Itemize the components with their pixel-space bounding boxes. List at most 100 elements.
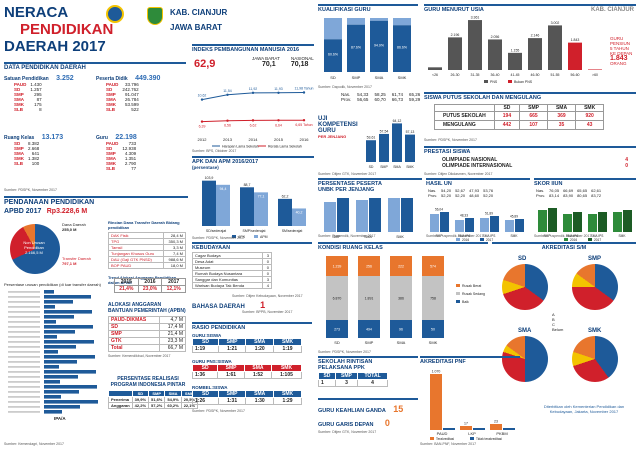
legend-2017-swatch xyxy=(480,238,484,241)
uji-section: Nas. 54,33 58,25 61,74 65,26 Prov. 56,65 60,70 6… xyxy=(318,92,420,169)
score-bar-2016 xyxy=(588,214,597,232)
score-bar-2017 xyxy=(548,208,557,232)
table-row: Prov. 83,14 83,90 80,65 83,72 xyxy=(534,193,603,198)
table-cell: Anggaran xyxy=(108,402,133,409)
kabupaten-name-placeholder xyxy=(8,356,40,358)
unbk-bar-2016 xyxy=(356,200,368,232)
apk-bar xyxy=(278,198,292,226)
uji-bar xyxy=(379,133,389,162)
table-header-row: SD SMP SMA SMK xyxy=(191,364,302,372)
table-row: SD 8.382 xyxy=(12,141,41,146)
apk-bar xyxy=(202,180,216,226)
kabupaten-bar xyxy=(44,350,58,354)
table-row: SMA 641 xyxy=(12,151,41,156)
table-header: SD xyxy=(191,364,219,372)
rasio-guru-siswa-table: SD SMP SMA SMK 1:19 1:21 1:20 1:19 xyxy=(192,338,302,353)
usia-cat: 31-35 xyxy=(471,73,480,77)
usia-note: GURU PENSIUN 5 TAHUN KE DEPAN 1.843 ORAN… xyxy=(610,36,632,66)
unbk-cat: SMP xyxy=(332,235,340,239)
table-cell: SMA xyxy=(106,97,116,102)
realisasi-table: SD SMP SMA SMK Penerima 39,9% 51,6% 54,9% 20,5% A… xyxy=(108,390,199,409)
kondisi-bar-segment xyxy=(326,320,348,338)
table-cell: SD xyxy=(14,141,21,146)
ruang-table: SD 8.382 SMP 2.668 SMA 641 SMK 1.382 SLB 100 xyxy=(12,141,41,166)
table-cell: 1:26 xyxy=(192,397,219,405)
alokasi-title: ALOKASI ANGGARAN xyxy=(108,302,162,308)
score-bar-2016 xyxy=(563,214,572,232)
table-cell: 1:61 xyxy=(217,371,245,379)
table-cell: 641 xyxy=(31,151,40,156)
kabupaten-bar xyxy=(44,365,59,369)
table-cell: 52,67 xyxy=(455,188,466,193)
kondisi-value: 758 xyxy=(430,297,436,301)
kondisi-bar-segment xyxy=(326,256,348,276)
table-cell: 733 xyxy=(128,141,137,146)
table-header: SD xyxy=(493,104,521,112)
year-label: 2013 xyxy=(223,137,233,142)
ipm-jabar-label: JAWA BARAT xyxy=(252,56,280,61)
usia-bar xyxy=(548,25,562,70)
apk-cat: SM/sederajat xyxy=(282,229,303,233)
table-header: SD xyxy=(192,390,219,398)
realisasi-title: PERSENTASE REALISASI xyxy=(117,376,179,382)
table-row: SMK 1.382 xyxy=(12,156,41,161)
table-cell: Total xyxy=(107,344,161,352)
pnf-bar-chart: 1.070 PAUD 17 LKP 23 PKBM Terakreditasi Tidak t… xyxy=(430,370,515,440)
garis-depan-row: GURU GARIS DEPAN 0 xyxy=(318,418,418,428)
prestasi-source: Sumber: Ditjen Dikdasmen, November 2017 xyxy=(424,172,493,176)
table-cell: 59,29 xyxy=(408,97,421,102)
rls-point xyxy=(251,119,255,122)
kabupaten-name-placeholder xyxy=(8,311,40,313)
table-cell: 66,7 M xyxy=(159,344,186,352)
akreditasi-legend: Belum xyxy=(552,327,564,332)
kabupaten-name-placeholder xyxy=(8,386,40,388)
skor-iiun-bar-chart: SMP SMA IPA SMA IPS SMK 2016 2017 xyxy=(538,208,632,242)
persentase-axis-label: IPA/A xyxy=(54,416,66,421)
usia-cat: <26 xyxy=(432,73,438,77)
kondisi-bar-segment xyxy=(390,320,412,338)
table-cell: 60,70 xyxy=(374,97,386,102)
alokasi-table: PAUD-DIKMAS 4,7 M SD 17,4 M SMP 21,4 M GTK 23,3… xyxy=(107,316,186,352)
rasio-sub1: GURU:SISWA xyxy=(192,333,222,338)
table-header: SMA xyxy=(245,338,275,346)
kualifikasi-cat: SMA xyxy=(375,75,384,80)
year-label: 2015 xyxy=(274,137,284,142)
table-cell: 23,3 M xyxy=(159,337,186,345)
table-cell: 665 xyxy=(519,111,548,121)
uji-bar xyxy=(392,123,402,162)
usia-bar xyxy=(568,42,582,70)
kebudayaan-table: Cagar Budaya 3 Desa Adat 0 Museum 0 Rumah Buda… xyxy=(192,252,273,289)
table-cell: 4 xyxy=(625,157,628,163)
table-cell: Nas. xyxy=(341,92,351,97)
rasio-rombel-siswa-table: SD SMP SMA SMK 1:26 1:31 1:30 1:29 xyxy=(192,390,302,405)
table-header: SMK xyxy=(273,390,302,398)
usia-bar xyxy=(428,67,442,70)
table-cell: OLIMPIADE INTERNASIONAL xyxy=(442,163,513,169)
kondisi-source: Sumber: PDSPK, November 2017 xyxy=(318,350,371,354)
pie-label2: Transfer Daerah xyxy=(62,256,91,261)
dana-value: 255,0 M xyxy=(62,227,77,232)
kualifikasi-section: KUALIFIKASI GURU 60.6% SD 87.6% SMP 94.9% SMA… xyxy=(318,4,418,86)
kondisi-section: KONDISI RUANG KELAS 1.239 6.870 273 SD 256 1.… xyxy=(318,242,488,354)
table-cell: SMA xyxy=(106,156,116,161)
table-cell: 77 xyxy=(131,166,137,171)
kondisi-value: 50 xyxy=(431,328,435,332)
table-row: SMP 2.668 xyxy=(12,146,41,151)
uji-title: UJI KOMPETENSI GURU PER JENJANG xyxy=(318,116,358,140)
uji-title-3: GURU xyxy=(318,128,336,134)
table-cell: 194 xyxy=(493,111,521,121)
hls-point xyxy=(251,91,255,95)
kabupaten-bar xyxy=(44,360,77,364)
keahlian-row: GURU KEAHLIAN GANDA 15 xyxy=(318,404,418,414)
table-cell: 12.938 xyxy=(122,146,137,151)
table-cell: 42,2% xyxy=(131,402,150,409)
uji-title-1: UJI xyxy=(318,116,328,122)
hls-label: 11,54 xyxy=(223,89,232,93)
kabupaten-bar xyxy=(44,340,94,344)
table-cell: 66,73 xyxy=(391,97,403,102)
usia-cat: 26-30 xyxy=(451,73,460,77)
dana-daerah-label: Dana Daerah 255,0 M xyxy=(62,222,86,232)
usia-note-line1: GURU xyxy=(610,36,624,41)
hasil-un-source: Sumber: Puspendik, November 2017 xyxy=(426,234,484,238)
usia-note-unit: ORANG xyxy=(610,61,627,66)
